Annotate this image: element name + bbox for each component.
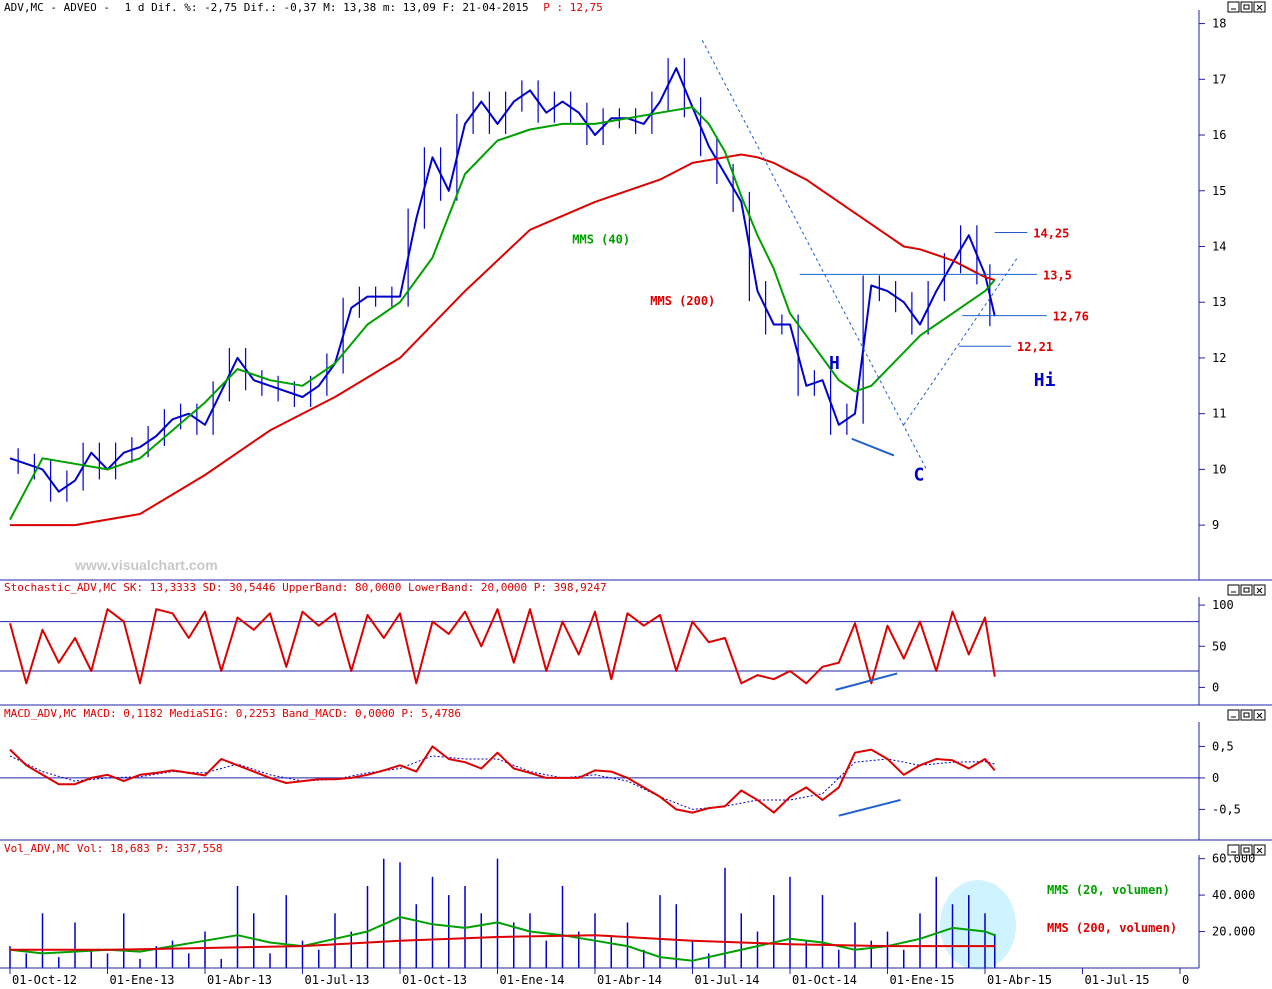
macd-y-axis: -0,5 0 0,5 — [1199, 739, 1241, 816]
x-tick-label: 01-Jul-15 — [1085, 973, 1150, 987]
stochastic-header: Stochastic_ADV,MC SK: 13,3333 SD: 30,544… — [4, 581, 607, 594]
mms-40--line — [9, 106, 996, 521]
x-tick-label: 01-Jul-14 — [695, 973, 760, 987]
x-tick-label: 01-Ene-15 — [890, 973, 955, 987]
macd-line — [9, 745, 996, 814]
x-tick-label: 01-Jul-13 — [305, 973, 370, 987]
volume-legend-ma20: MMS (20, volumen) — [1047, 883, 1170, 897]
x-tick-label: 0 — [1182, 973, 1189, 987]
x-tick-label: 01-Abr-13 — [207, 973, 272, 987]
x-tick-label: 01-Ene-14 — [500, 973, 565, 987]
x-tick-label: 01-Abr-15 — [987, 973, 1052, 987]
bottom-trend-line — [851, 437, 895, 457]
macd-panel: MACD_ADV,MC MACD: 0,1182 MediaSIG: 0,225… — [0, 707, 1272, 841]
chart-annotation: MMS (40) — [572, 233, 630, 247]
chart-annotation: H — [829, 353, 840, 374]
price-series — [9, 40, 1018, 527]
mediasig-line — [9, 755, 995, 810]
stochastic-panel-buttons[interactable] — [1227, 584, 1266, 596]
mms-200--line — [10, 153, 996, 527]
chart-annotation: MMS (200) — [650, 294, 715, 308]
x-tick-label: 01-Ene-13 — [110, 973, 175, 987]
y-tick-label: 14 — [1212, 239, 1226, 253]
y-tick-label: 11 — [1212, 407, 1226, 421]
chart-annotation: C — [914, 465, 925, 486]
volume-series — [9, 858, 996, 968]
stochastic-panel: Stochastic_ADV,MC SK: 13,3333 SD: 30,544… — [0, 581, 1272, 706]
y-tick-label: 40.000 — [1212, 888, 1255, 902]
y-tick-label: 10 — [1212, 462, 1226, 476]
stochastic-series — [0, 608, 1199, 691]
y-tick-label: 17 — [1212, 72, 1226, 86]
price-panel: 9 10 11 12 13 14 15 16 17 18 MMS (40) MMS (200) 14,… — [0, 1, 1272, 581]
y-tick-label: 13 — [1212, 295, 1226, 309]
level-label: 13,5 — [1043, 268, 1072, 282]
macd-series — [0, 745, 1199, 817]
y-tick-label: 15 — [1212, 184, 1226, 198]
y-tick-label: 16 — [1212, 128, 1226, 142]
level-label: 12,21 — [1017, 340, 1053, 354]
sk-line — [9, 608, 996, 685]
minimize-button[interactable] — [1227, 1, 1240, 13]
x-axis: 01-Oct-12 01-Ene-13 01-Abr-13 01-Jul-13 01-O… — [0, 967, 1199, 987]
volume-panel-buttons[interactable] — [1227, 844, 1266, 856]
stochastic-divergence-line — [835, 672, 898, 691]
precio-line — [9, 67, 996, 493]
y-tick-label: 20.000 — [1212, 925, 1255, 939]
volume-highlight — [940, 880, 1016, 970]
y-tick-label: 12 — [1212, 351, 1226, 365]
uptrend-line — [903, 257, 1018, 426]
stochastic-y-axis: 0 50 100 — [1199, 598, 1234, 694]
y-tick-label: 0 — [1212, 680, 1219, 694]
mms-20-volumen--line — [9, 916, 996, 962]
y-tick-label: 18 — [1212, 17, 1226, 31]
y-tick-label: 0 — [1212, 771, 1219, 785]
x-tick-label: 01-Oct-12 — [12, 973, 77, 987]
volume-header: Vol_ADV,MC Vol: 18,683 P: 337,558 — [4, 842, 223, 855]
chart-annotation: Hi — [1034, 370, 1056, 391]
price-panel-buttons[interactable] — [1227, 1, 1266, 13]
title-bar: ADV,MC - ADVEO - 1 d Dif. %: -2,75 Dif.:… — [4, 1, 603, 14]
macd-header: MACD_ADV,MC MACD: 0,1182 MediaSIG: 0,225… — [4, 707, 461, 720]
level-label: 14,25 — [1033, 227, 1069, 241]
price-annotations: MMS (40) MMS (200) 14,25 13,5 12,76 12,21 H C Hi — [572, 227, 1089, 486]
level-label: 12,76 — [1053, 310, 1089, 324]
title-price: P : 12,75 — [543, 1, 603, 14]
x-tick-label: 01-Oct-13 — [402, 973, 467, 987]
macd-panel-buttons[interactable] — [1227, 709, 1266, 721]
y-tick-label: 100 — [1212, 598, 1234, 612]
volume-panel: Vol_ADV,MC Vol: 18,683 P: 337,558 20.000… — [4, 842, 1266, 970]
downtrend-line — [701, 40, 927, 470]
y-tick-label: -0,5 — [1212, 802, 1241, 816]
watermark: www.visualchart.com — [74, 557, 218, 573]
y-tick-label: 50 — [1212, 639, 1226, 653]
y-tick-label: 9 — [1212, 518, 1219, 532]
volume-legend-ma200: MMS (200, volumen) — [1047, 921, 1177, 935]
x-tick-label: 01-Oct-14 — [792, 973, 857, 987]
macd-divergence-line — [838, 798, 901, 817]
y-tick-label: 0,5 — [1212, 739, 1234, 753]
title-symbol: ADV,MC - ADVEO - — [4, 1, 110, 14]
x-tick-label: 01-Abr-14 — [597, 973, 662, 987]
mms-200-volumen--line — [10, 934, 995, 951]
title-info: 1 d Dif. %: -2,75 Dif.: -0,37 M: 13,38 m… — [125, 1, 529, 14]
price-y-axis: 9 10 11 12 13 14 15 16 17 18 — [1199, 17, 1226, 532]
